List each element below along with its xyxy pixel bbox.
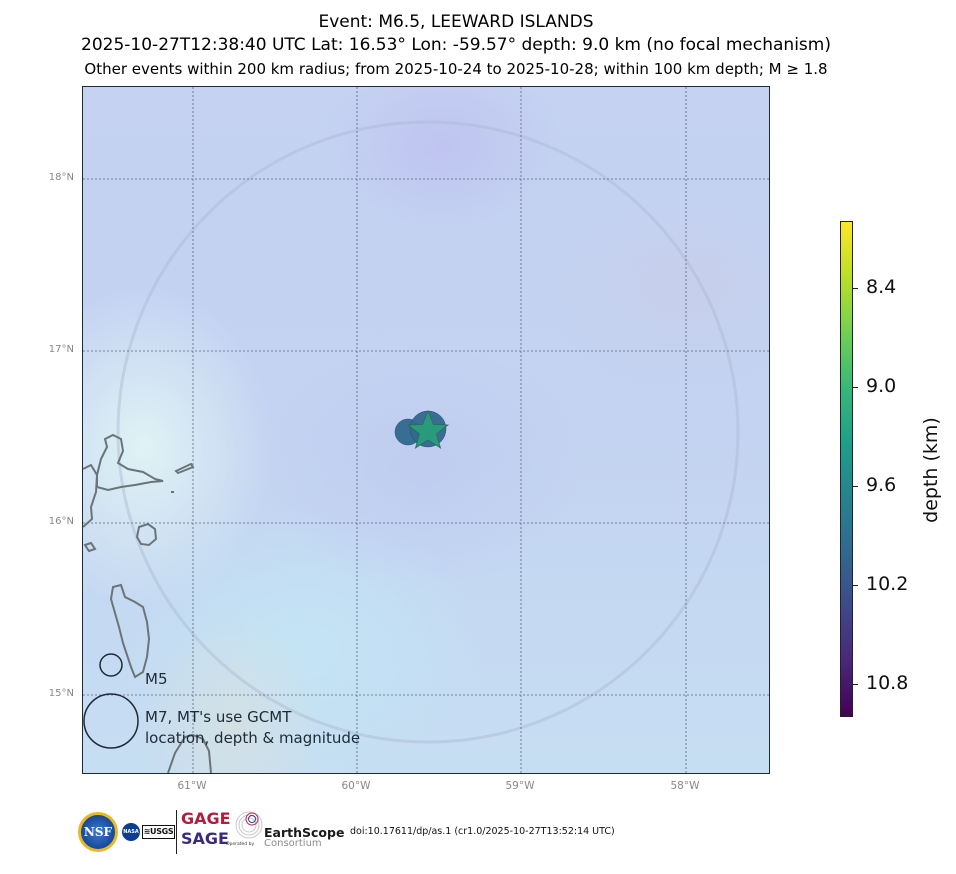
colorbar-label-10-8: 10.8	[866, 672, 909, 694]
operated-by-label: Operated by	[226, 842, 255, 847]
query-description: Other events within 200 km radius; from …	[84, 60, 828, 78]
footer: NSF NASA ≋USGS GAGE SAGE Operated by Ear…	[76, 806, 676, 856]
doi-citation: doi:10.17611/dp/as.1 (cr1.0/2025-10-27T1…	[350, 826, 615, 837]
colorbar-title: depth (km)	[920, 417, 942, 523]
colorbar-tick	[853, 387, 858, 389]
footer-divider	[176, 810, 177, 854]
legend-m5-circle	[99, 653, 123, 677]
lon-tick-61w: 61°W	[177, 780, 207, 792]
nsf-logo-icon: NSF	[78, 812, 118, 852]
consortium-label: Consortium	[264, 838, 322, 849]
colorbar-label-10-2: 10.2	[866, 573, 909, 595]
event-details: 2025-10-27T12:38:40 UTC Lat: 16.53° Lon:…	[81, 35, 831, 55]
colorbar-tick	[853, 585, 858, 587]
guadeloupe-grande-terre	[96, 433, 164, 492]
map-panel: M5 M7, MT's use GCMT location, depth & m…	[82, 86, 770, 774]
guadeloupe-basse-terre	[83, 463, 99, 528]
legend-m7-circle	[83, 693, 139, 749]
lon-tick-58w: 58°W	[670, 780, 700, 792]
colorbar-tick	[853, 486, 858, 488]
les-saintes	[83, 541, 97, 553]
lat-tick-18n: 18°N	[48, 172, 74, 183]
colorbar-label-8-4: 8.4	[866, 276, 897, 298]
martinique-tip	[167, 733, 212, 773]
dominica	[109, 583, 151, 679]
legend-m5-label: M5	[145, 670, 168, 688]
depth-colorbar	[840, 221, 853, 717]
sage-logo: SAGE	[181, 829, 229, 848]
colorbar-label-9-0: 9.0	[866, 375, 897, 397]
nasa-logo-icon: NASA	[122, 823, 140, 841]
legend-m7-label: M7, MT's use GCMT	[145, 708, 292, 726]
lon-tick-60w: 60°W	[341, 780, 371, 792]
marie-galante	[135, 522, 158, 547]
lon-tick-59w: 59°W	[505, 780, 535, 792]
usgs-logo-icon: ≋USGS	[142, 825, 175, 839]
coastlines	[83, 433, 212, 773]
colorbar-tick	[853, 288, 858, 290]
earthscope-logo-icon	[235, 811, 263, 839]
earthscope-label: EarthScope	[264, 825, 345, 840]
gage-logo: GAGE	[181, 809, 231, 828]
search-radius-circle	[116, 120, 740, 744]
lat-tick-17n: 17°N	[48, 344, 74, 355]
colorbar-label-9-6: 9.6	[866, 474, 897, 496]
main-event-star-icon[interactable]	[406, 409, 450, 449]
event-title: Event: M6.5, LEEWARD ISLANDS	[318, 12, 594, 32]
legend-m7-sublabel: location, depth & magnitude	[145, 729, 361, 747]
lat-tick-15n: 15°N	[48, 688, 74, 699]
colorbar-tick	[853, 684, 858, 686]
la-desirade	[174, 462, 195, 475]
map-overlay	[83, 87, 769, 773]
lat-tick-16n: 16°N	[48, 516, 74, 527]
